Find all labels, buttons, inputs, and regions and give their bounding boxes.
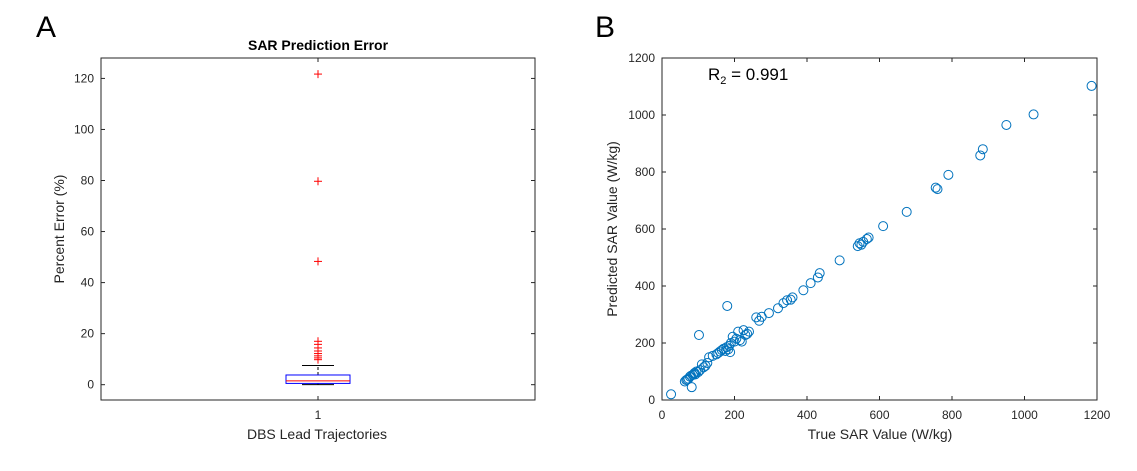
scatter-point xyxy=(734,335,745,346)
box-plot-title: SAR Prediction Error xyxy=(248,37,389,53)
scatter-x-tick-label: 600 xyxy=(869,408,889,422)
scatter-point xyxy=(718,343,729,354)
outlier-marker xyxy=(314,177,322,186)
box-plot-marks xyxy=(285,70,351,386)
scatter-point xyxy=(666,389,677,400)
box-y-tick-label: 60 xyxy=(81,225,95,239)
box-plot-x-ticks: 1 xyxy=(315,58,322,422)
r-squared-value: = 0.991 xyxy=(726,65,788,84)
scatter-point xyxy=(702,357,713,368)
scatter-point xyxy=(720,345,731,356)
scatter-point xyxy=(689,367,700,378)
scatter-x-tick-label: 400 xyxy=(797,408,817,422)
outlier-marker xyxy=(314,337,322,346)
scatter-point xyxy=(943,169,954,180)
scatter-point xyxy=(861,233,872,244)
box-y-tick-label: 80 xyxy=(81,174,95,188)
scatter-point xyxy=(863,232,874,243)
scatter-point xyxy=(798,285,809,296)
scatter-point xyxy=(856,239,867,250)
scatter-point xyxy=(782,295,793,306)
scatter-point xyxy=(723,344,734,355)
scatter-point xyxy=(932,184,943,195)
panel-b-letter: B xyxy=(595,11,615,44)
scatter-point xyxy=(722,300,733,311)
scatter-x-tick-label: 0 xyxy=(659,408,666,422)
scatter-point xyxy=(834,255,845,266)
scatter-x-tick-label: 200 xyxy=(724,408,744,422)
scatter-x-tick-label: 1200 xyxy=(1084,408,1111,422)
scatter-point xyxy=(738,325,749,336)
scatter-point xyxy=(1001,119,1012,130)
scatter-x-tick-label: 800 xyxy=(942,408,962,422)
scatter-point xyxy=(736,336,747,347)
scatter-point xyxy=(930,182,941,193)
scatter-point xyxy=(787,292,798,303)
panel-a-letter: A xyxy=(36,11,56,44)
box-x-tick-label: 1 xyxy=(315,408,322,422)
scatter-y-tick-label: 0 xyxy=(648,393,655,407)
scatter-y-tick-label: 400 xyxy=(635,279,655,293)
scatter-y-tick-label: 200 xyxy=(635,336,655,350)
scatter-point xyxy=(686,382,697,393)
scatter-point xyxy=(975,150,986,161)
box-y-tick-label: 120 xyxy=(74,71,94,85)
r-squared-prefix: R xyxy=(708,65,720,84)
scatter-point xyxy=(1086,80,1097,91)
scatter-point xyxy=(729,336,740,347)
scatter-point xyxy=(742,328,753,339)
scatter-point xyxy=(773,303,783,314)
box-plot-y-axis-label: Percent Error (%) xyxy=(51,175,67,284)
scatter-point xyxy=(805,278,816,289)
scatter-point xyxy=(693,330,704,341)
box-y-tick-label: 40 xyxy=(81,276,95,290)
scatter-y-tick-label: 1200 xyxy=(628,51,655,65)
outlier-marker xyxy=(314,70,322,79)
box-y-tick-label: 20 xyxy=(81,327,95,341)
box-plot-chart: SAR Prediction Error 0 20 40 60 80 100 120 1 D… xyxy=(51,37,536,442)
scatter-point xyxy=(785,294,796,305)
scatter-point xyxy=(763,308,774,319)
scatter-y-tick-label: 800 xyxy=(635,165,655,179)
box-y-tick-label: 100 xyxy=(74,122,94,136)
scatter-point xyxy=(744,326,754,337)
scatter-point xyxy=(878,221,889,232)
interquartile-box xyxy=(285,374,351,384)
scatter-x-ticks: 0 200 400 600 800 1000 1200 xyxy=(659,58,1111,422)
scatter-y-tick-label: 1000 xyxy=(628,108,655,122)
scatter-y-axis-label: Predicted SAR Value (W/kg) xyxy=(604,141,620,317)
scatter-x-axis-label: True SAR Value (W/kg) xyxy=(808,426,953,442)
scatter-point xyxy=(751,312,762,323)
outlier-marker xyxy=(314,257,322,266)
scatter-point xyxy=(740,330,751,341)
scatter-y-ticks: 0 200 400 600 800 1000 1200 xyxy=(628,51,1097,407)
scatter-points xyxy=(666,80,1097,400)
r-squared-annotation: R2 = 0.991 xyxy=(708,65,788,87)
box-plot-x-axis-label: DBS Lead Trajectories xyxy=(247,426,387,442)
box-plot-y-ticks: 0 20 40 60 80 100 120 xyxy=(74,71,535,392)
scatter-point xyxy=(814,268,825,279)
r-squared-subscript: 2 xyxy=(720,75,726,87)
scatter-point xyxy=(1028,109,1039,120)
scatter-x-tick-label: 1000 xyxy=(1011,408,1038,422)
scatter-point xyxy=(977,144,988,155)
scatter-point xyxy=(812,272,823,283)
scatter-chart: 0 200 400 600 800 1000 1200 0 200 400 600 800 1000 1… xyxy=(604,51,1111,442)
scatter-point xyxy=(700,360,711,371)
scatter-point xyxy=(901,206,912,217)
box-y-tick-label: 0 xyxy=(87,378,94,392)
scatter-y-tick-label: 600 xyxy=(635,222,655,236)
